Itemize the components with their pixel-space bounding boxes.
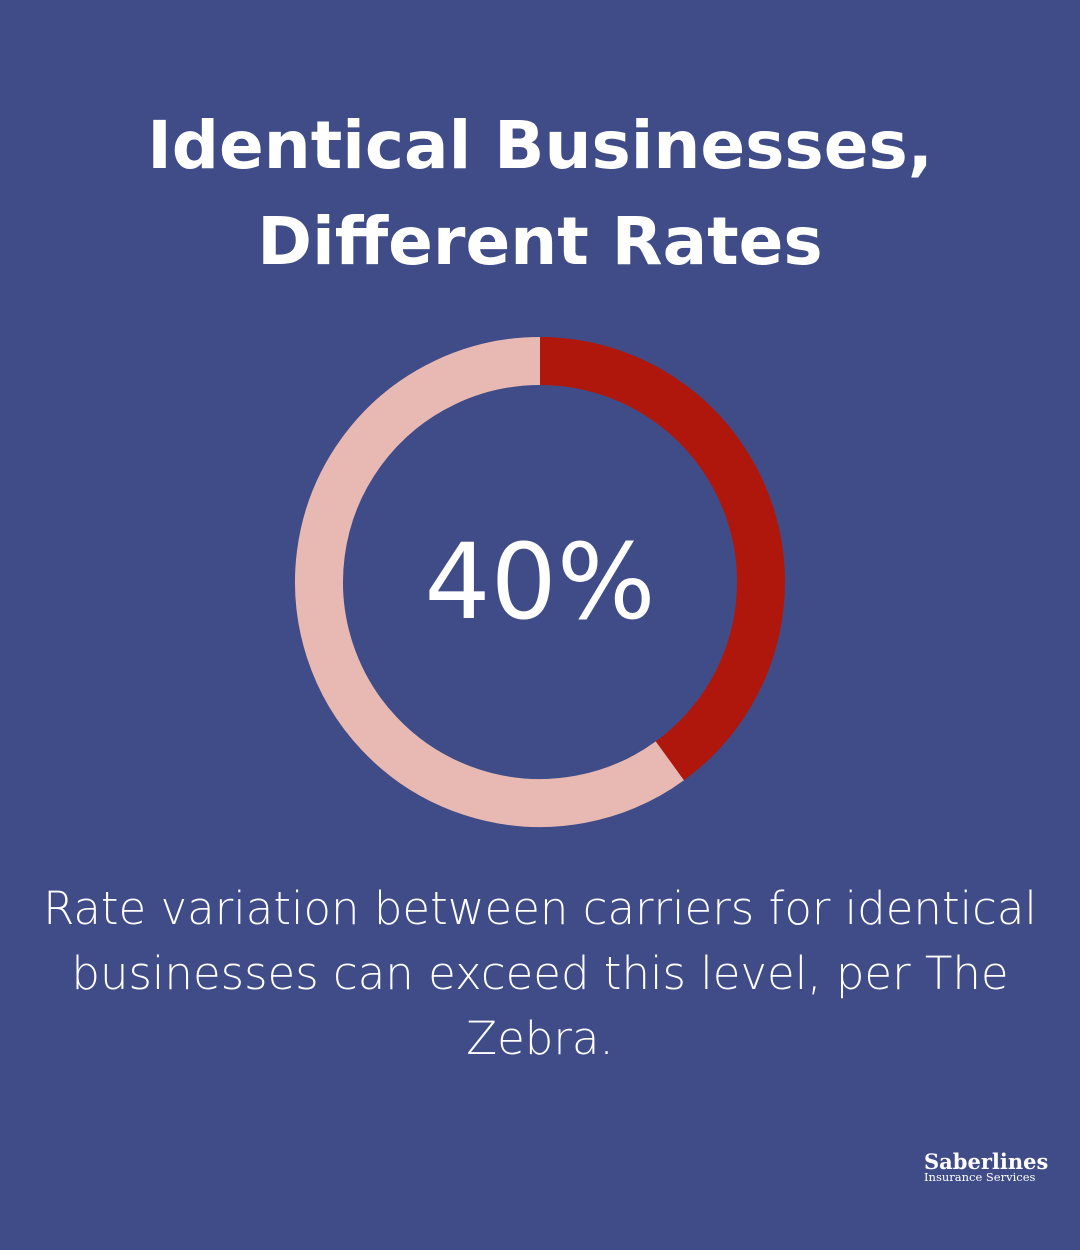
donut-segment-value (539, 337, 785, 781)
caption: Rate variation between carriers for iden… (43, 882, 1037, 1065)
logo-subtitle: Insurance Services (924, 1170, 1036, 1184)
donut-segment-remainder (295, 337, 684, 827)
page-title: Identical Businesses, Different Rates (0, 98, 1080, 290)
logo-name: Saberlines (924, 1149, 1049, 1174)
title-line-2: Different Rates (257, 203, 823, 280)
donut-center-label: 40% (424, 521, 656, 643)
title-line-1: Identical Businesses, (147, 107, 933, 184)
donut-chart (295, 337, 785, 827)
logo: Saberlines Insurance Services (924, 1151, 1048, 1184)
